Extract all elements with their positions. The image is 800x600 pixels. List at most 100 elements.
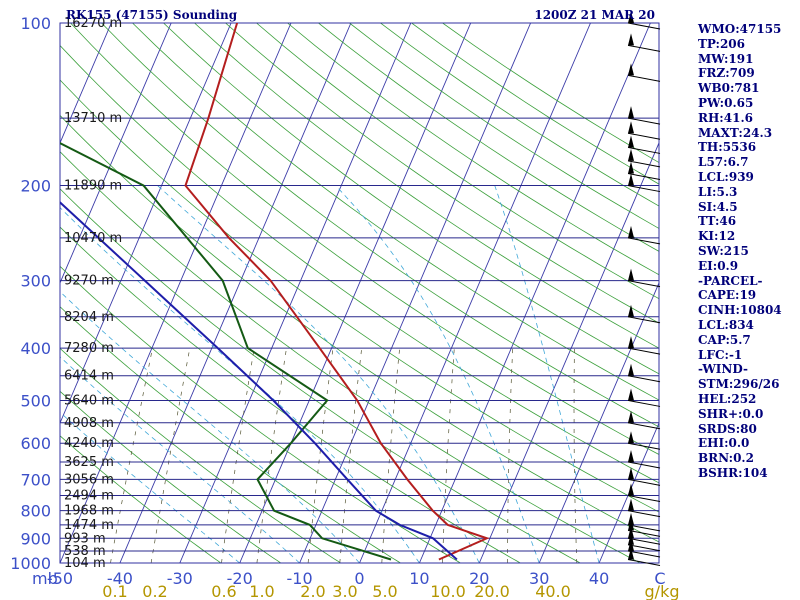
height-label: 4908 m — [64, 416, 114, 431]
height-label: 104 m — [64, 556, 106, 571]
index-item: LFC:-1 — [698, 347, 743, 362]
wind-barb-flag — [628, 363, 634, 376]
wind-barb-flag — [628, 431, 634, 444]
wind-barb-flag — [628, 304, 634, 317]
height-label: 3056 m — [64, 472, 114, 487]
wind-barb — [627, 550, 661, 558]
mixing-ratio-line — [507, 348, 514, 563]
isotherm-line — [478, 141, 659, 563]
temperature-tick-label: -40 — [107, 569, 133, 588]
profile-lines — [60, 23, 490, 561]
dry-adiabat-line — [132, 23, 659, 401]
isotherm-line — [119, 23, 352, 563]
mixing-ratio-label: 10.0 — [430, 582, 466, 600]
wind-barb — [627, 544, 661, 552]
index-item: TH:5536 — [698, 140, 757, 155]
moist-adiabat-line — [60, 291, 360, 563]
index-item: WB0:781 — [698, 81, 760, 96]
wind-barb — [627, 495, 661, 503]
axis-labels: 16270 m 13710 m 11890 m 10470 m 9270 m 8204 m… — [10, 14, 679, 600]
wind-barbs — [627, 11, 661, 566]
isotherm-line — [60, 23, 112, 145]
height-label: 11890 m — [64, 179, 122, 194]
pressure-tick-label: 800 — [20, 502, 51, 521]
height-label: 993 m — [64, 531, 106, 546]
dry-adiabat-line — [60, 44, 659, 484]
mixing-ratio-line — [110, 348, 153, 563]
isotherm-line — [60, 23, 292, 563]
wind-barb — [627, 347, 661, 355]
isotherm-line — [359, 23, 591, 563]
mixing-ratio-line — [150, 348, 191, 563]
wind-barb — [627, 160, 661, 168]
index-item: CAPE:19 — [698, 288, 757, 303]
dry-adiabat-line — [60, 151, 641, 563]
dry-adiabat-line — [60, 188, 582, 563]
plot-frame — [59, 22, 660, 564]
temperature-tick-label: C — [654, 569, 665, 588]
index-item: EHI:0.0 — [698, 436, 750, 451]
wind-barb-flag — [628, 11, 634, 23]
index-item: LCL:834 — [698, 317, 754, 332]
pressure-unit-label: mb — [32, 569, 58, 588]
index-item: SW:215 — [698, 243, 749, 258]
index-item: LI:5.3 — [698, 184, 738, 199]
isotherm-line — [60, 23, 172, 285]
height-label: 10470 m — [64, 231, 122, 246]
wind-barb-flag — [628, 498, 634, 511]
index-item: BRN:0.2 — [698, 451, 754, 466]
dry-adiabat-line — [256, 23, 659, 300]
isotherm-line — [538, 281, 659, 563]
wind-barb — [627, 74, 661, 82]
mixing-ratio-line — [221, 348, 255, 563]
wind-barb-flag — [628, 268, 634, 281]
index-item: SI:4.5 — [698, 199, 738, 214]
dry-adiabat-line — [287, 23, 659, 276]
height-label: 6414 m — [64, 369, 114, 384]
wind-barb-flag — [628, 121, 634, 134]
wind-barb-flag — [628, 526, 634, 539]
wind-barb-flag — [628, 547, 634, 560]
moist-adiabat-line — [494, 185, 600, 563]
pressure-tick-label: 600 — [20, 434, 51, 453]
pressure-tick-label: 100 — [20, 14, 51, 33]
wind-barb-flag — [628, 336, 634, 349]
wind-barb — [627, 132, 661, 140]
wind-barb-flag — [628, 135, 634, 148]
mixing-ratio-label: 0.6 — [211, 582, 236, 600]
wind-barb — [627, 529, 661, 537]
dry-adiabat-line — [60, 390, 282, 563]
mixing-ratio-label: g/kg — [645, 582, 680, 600]
height-label: 1474 m — [64, 518, 114, 533]
wind-barb-flag — [628, 512, 634, 525]
height-label: 9270 m — [64, 274, 114, 289]
temperature-tick-label: -20 — [227, 569, 253, 588]
mixing-ratio-label: 20.0 — [474, 582, 510, 600]
index-item: MAXT:24.3 — [698, 125, 773, 140]
index-item: BSHR:104 — [698, 465, 768, 480]
temperature-tick-label: 30 — [529, 569, 549, 588]
dry-adiabat-line — [101, 23, 659, 428]
temperature-tick-label: -30 — [167, 569, 193, 588]
wind-barb — [627, 173, 661, 181]
height-label: 538 m — [64, 544, 106, 559]
index-item: -PARCEL- — [698, 273, 763, 288]
wind-barb-flag — [628, 33, 634, 46]
wind-barb — [627, 442, 661, 450]
height-label: 3625 m — [64, 455, 114, 470]
wind-barb-flag — [628, 388, 634, 401]
mixing-ratio-label: 0.2 — [142, 582, 167, 600]
pressure-tick-label: 700 — [20, 470, 51, 489]
mixing-ratio-label: 1.0 — [249, 582, 274, 600]
pressure-tick-label: 900 — [20, 529, 51, 548]
isobar-lines — [60, 22, 659, 564]
wind-barb — [627, 510, 661, 518]
isotherm-line — [598, 421, 659, 563]
dewpoint-profile-line — [60, 142, 392, 561]
wind-barb — [627, 185, 661, 193]
temperature-tick-label: 0 — [354, 569, 364, 588]
dry-adiabat-line — [60, 114, 659, 543]
index-item: MW:191 — [698, 51, 754, 66]
station-title: RK155 (47155) Sounding — [66, 8, 238, 22]
wind-barb — [627, 117, 661, 125]
